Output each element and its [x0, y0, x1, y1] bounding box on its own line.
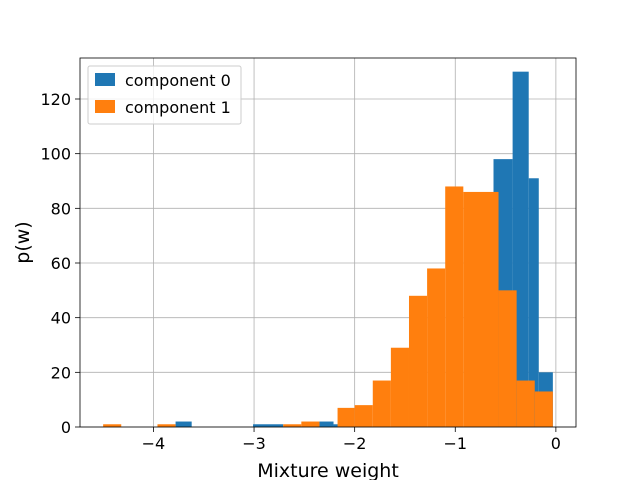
legend-box [87, 65, 242, 125]
histogram-bar-component-1 [157, 424, 176, 427]
legend-label-component-1: component 1 [125, 98, 231, 117]
x-tick-label: −1 [443, 434, 467, 453]
histogram-bar-component-1 [408, 295, 428, 427]
histogram-bars [103, 71, 553, 428]
histogram-bar-component-1 [390, 347, 409, 427]
legend: component 0 component 1 [87, 65, 242, 125]
legend-swatch-component-0 [95, 73, 115, 86]
y-tick-label: 20 [51, 363, 71, 382]
histogram-bar-component-1 [354, 405, 373, 427]
histogram-bar-component-1 [445, 186, 464, 427]
y-axis-label: p(w) [12, 221, 34, 263]
histogram-bar-component-1 [372, 380, 391, 427]
histogram-bar-component-0 [319, 421, 334, 427]
y-tick-label: 100 [40, 145, 71, 164]
y-tick-label: 120 [40, 90, 71, 109]
histogram-bar-component-1 [498, 290, 517, 427]
histogram-bar-component-1 [103, 424, 122, 427]
histogram-bar-component-1 [534, 391, 553, 427]
histogram-bar-component-1 [427, 268, 446, 427]
x-tick-label: −4 [142, 434, 166, 453]
y-tick-label: 40 [51, 309, 71, 328]
legend-label-component-0: component 0 [125, 71, 231, 90]
x-tick-label: −2 [343, 434, 367, 453]
x-tick-label: −3 [242, 434, 266, 453]
plot-frame [79, 57, 577, 428]
histogram-bar-component-1 [337, 407, 355, 427]
y-tick-label: 0 [61, 418, 71, 437]
histogram-bar-component-0 [175, 421, 192, 427]
x-tick-label: 0 [551, 434, 561, 453]
y-tick-label: 80 [51, 199, 71, 218]
histogram-bar-component-0 [333, 424, 339, 427]
histogram-bar-component-1 [301, 421, 320, 427]
y-tick-label: 60 [51, 254, 71, 273]
histogram-bar-component-1 [516, 380, 535, 427]
axis-ticks: −4 −3 −2 −1 0 0 20 40 60 80 100 120 [40, 90, 561, 453]
legend-swatch-component-1 [95, 100, 115, 113]
x-axis-label: Mixture weight [257, 460, 399, 480]
histogram-bar-component-1 [283, 424, 302, 427]
histogram-bar-component-0 [528, 178, 539, 427]
histogram-bar-component-0 [253, 424, 284, 427]
histogram-bar-component-1 [463, 191, 499, 427]
